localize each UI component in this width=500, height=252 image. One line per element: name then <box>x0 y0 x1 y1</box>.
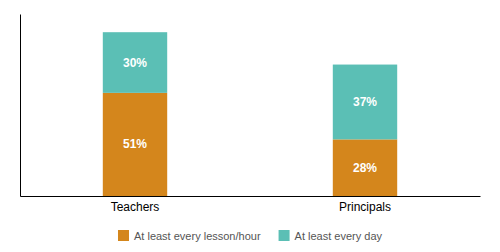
chart: Teachers Principals 51% 28% 30% 37% At least e… <box>0 0 500 252</box>
bar <box>333 65 397 140</box>
plot: Teachers Principals 51% 28% 30% 37% <box>21 15 481 214</box>
x-axis: Teachers Principals <box>21 196 481 214</box>
bars <box>103 32 397 196</box>
x-tick: Principals <box>339 196 391 214</box>
series <box>103 32 397 139</box>
y-axis <box>20 15 21 197</box>
legend-swatch <box>279 230 290 241</box>
legend: At least every lesson/hour At least every… <box>118 230 383 242</box>
legend-item: At least every lesson/hour <box>118 230 261 242</box>
legend-label: At least every lesson/hour <box>134 230 261 242</box>
y-axis-line <box>20 15 21 197</box>
series <box>103 93 397 196</box>
data-labels: 51% 28% 30% 37% <box>123 56 377 175</box>
legend-label: At least every day <box>295 230 383 242</box>
legend-item: At least every day <box>279 230 383 242</box>
data-label: 37% <box>353 95 377 109</box>
bar <box>103 93 167 196</box>
data-label: 30% <box>123 56 147 70</box>
x-axis-line <box>21 196 481 197</box>
x-tick: Teachers <box>111 196 160 214</box>
x-tick-label: Principals <box>339 200 391 214</box>
data-label: 28% <box>353 161 377 175</box>
data-label: 51% <box>123 137 147 151</box>
x-tick-label: Teachers <box>111 200 160 214</box>
bar <box>333 139 397 196</box>
legend-swatch <box>118 230 129 241</box>
bar <box>103 32 167 93</box>
